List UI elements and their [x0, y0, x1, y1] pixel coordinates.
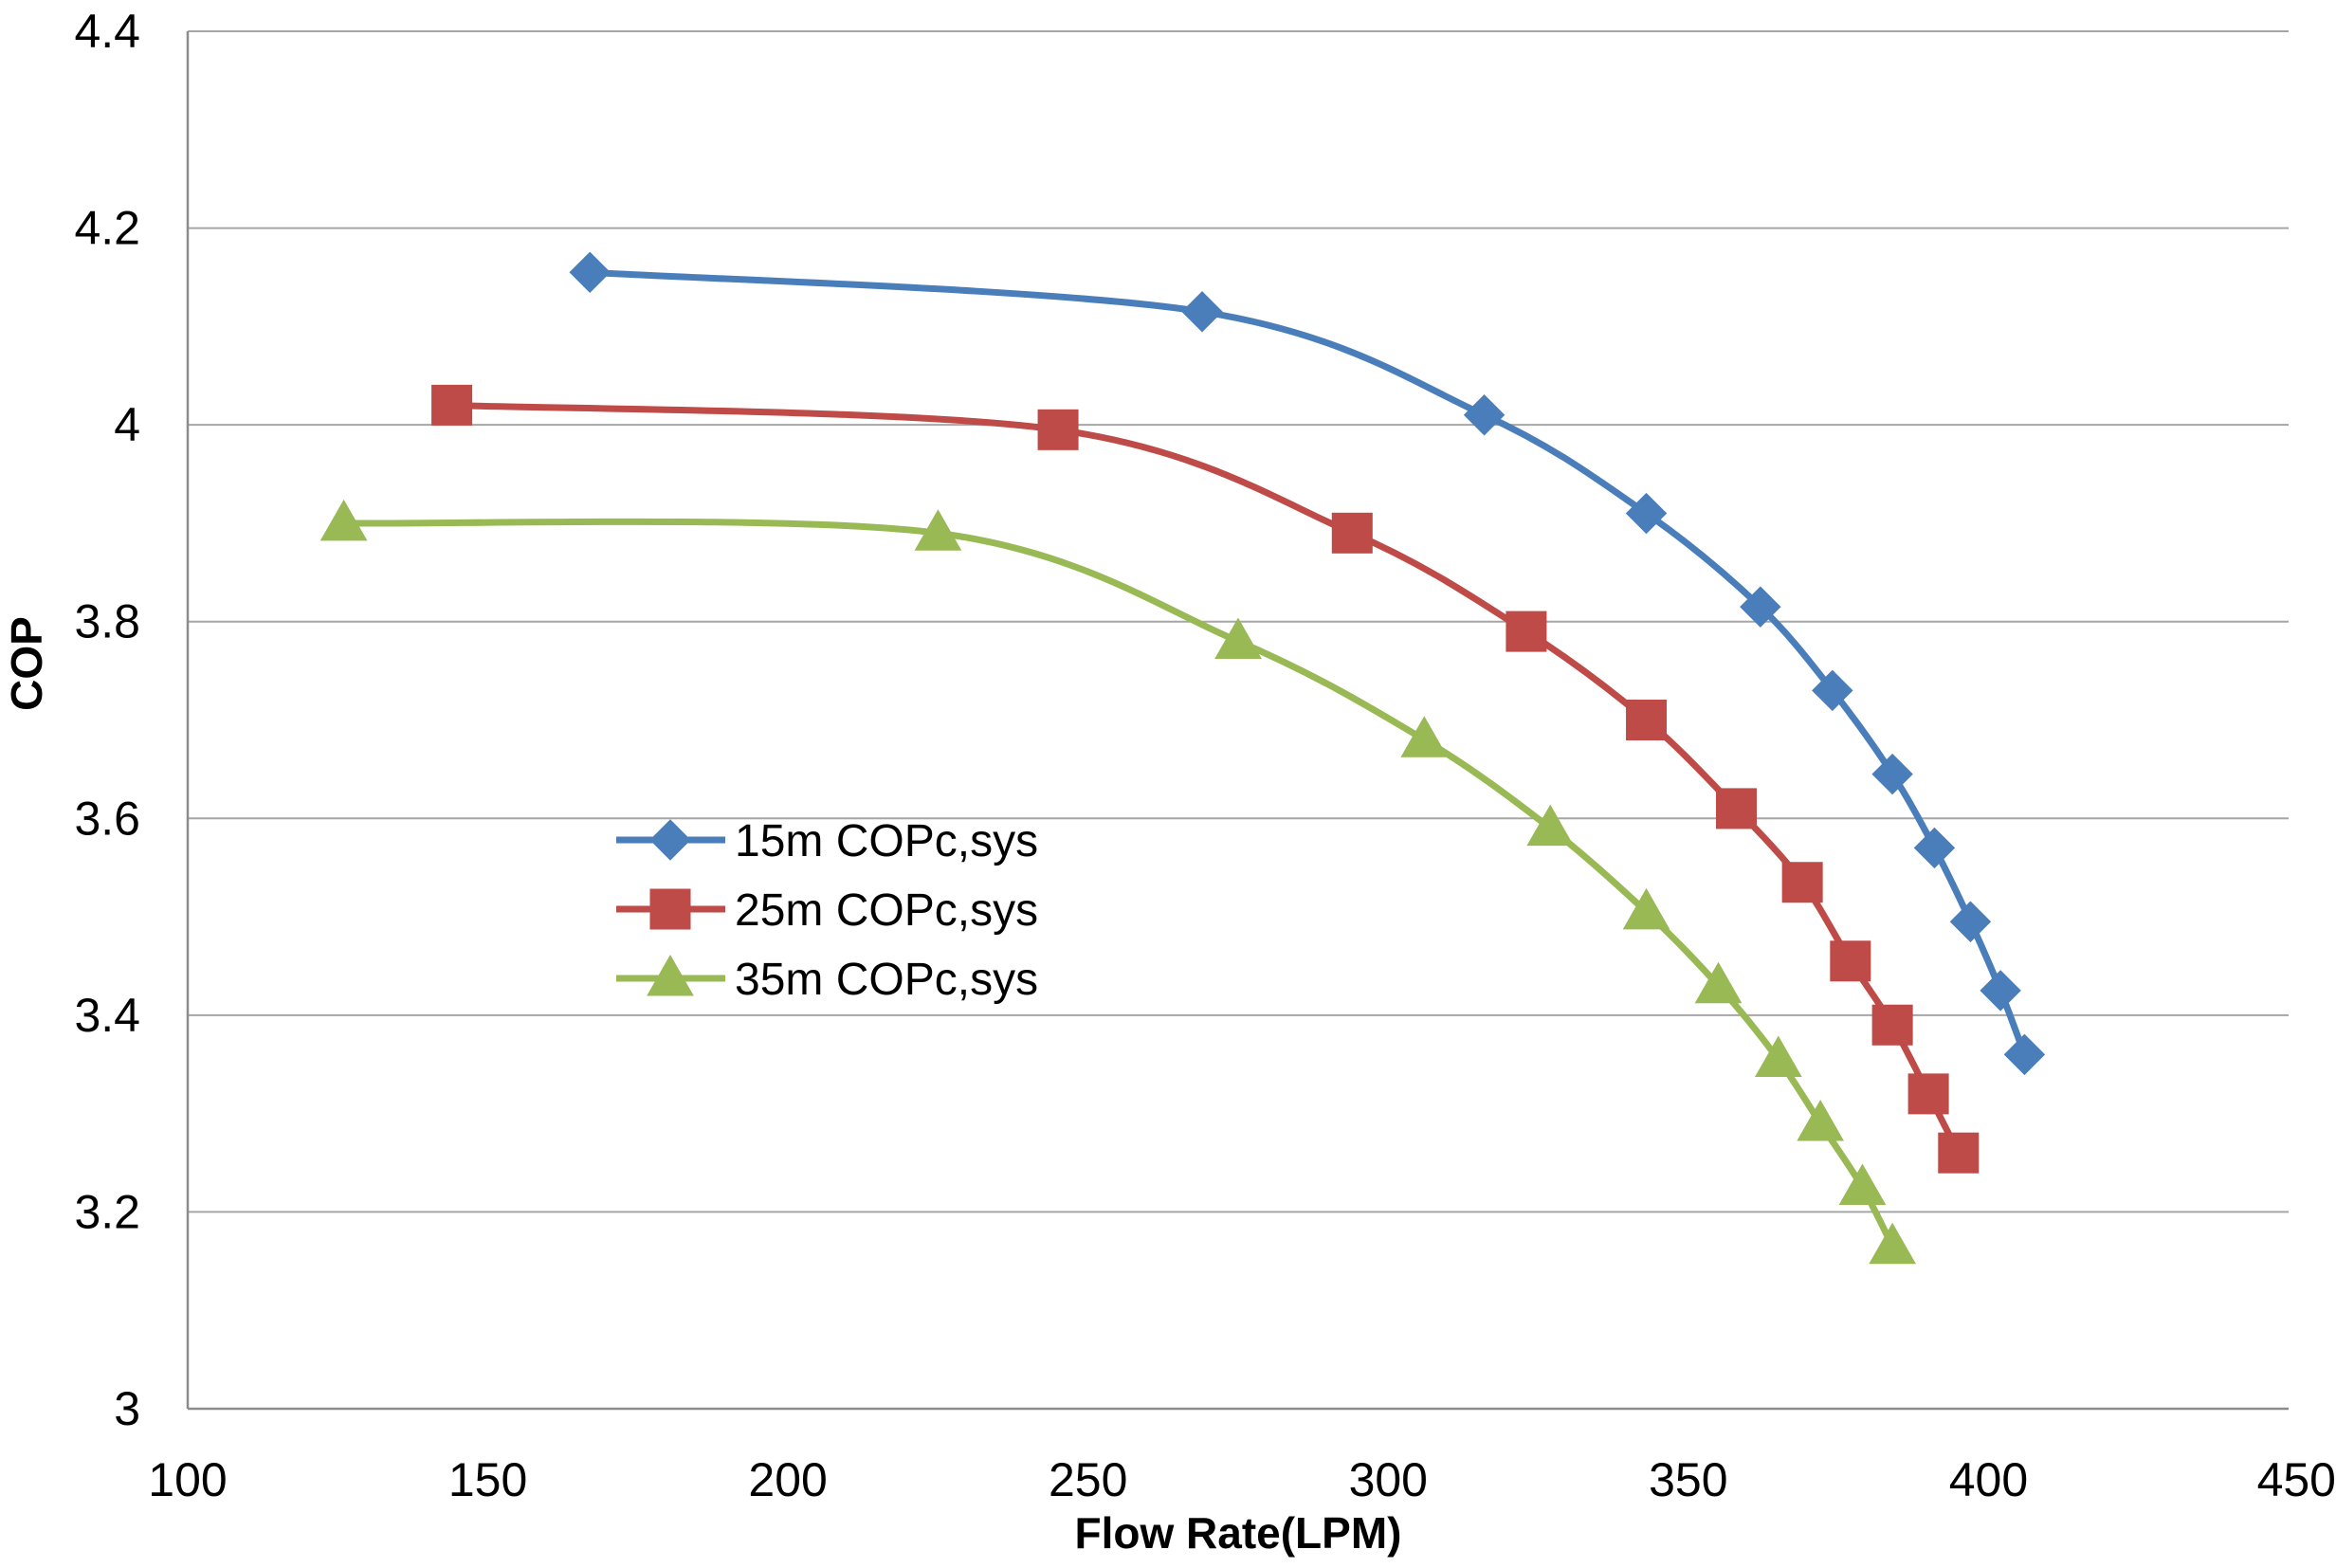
legend-label: 35m COPc,sys: [735, 955, 1038, 1005]
data-point: [569, 251, 611, 293]
x-tick-label: 150: [448, 1453, 527, 1506]
data-point: [319, 499, 368, 541]
series-2: [431, 384, 1980, 1174]
data-point: [1907, 1073, 1949, 1115]
data-point: [1812, 669, 1853, 712]
data-point: [1938, 1132, 1980, 1174]
legend-label: 25m COPc,sys: [735, 885, 1038, 936]
y-tick-label: 4.4: [74, 5, 140, 58]
data-point: [1740, 586, 1781, 628]
data-point: [1331, 512, 1373, 554]
legend-label: 15m COPc,sys: [735, 816, 1038, 866]
y-tick-label: 3.6: [74, 792, 140, 845]
y-tick-label: 4.2: [74, 202, 140, 255]
x-tick-label: 300: [1349, 1453, 1428, 1506]
data-point: [1754, 1035, 1802, 1078]
series-1: [569, 251, 2046, 1076]
data-point: [1506, 611, 1547, 652]
data-point: [1400, 716, 1449, 757]
data-point: [1463, 394, 1506, 436]
data-point: [1626, 700, 1668, 740]
y-tick-label: 3.2: [74, 1185, 140, 1238]
series-line: [586, 268, 2028, 1058]
data-point: [1949, 901, 1992, 942]
x-tick-label: 200: [748, 1453, 827, 1506]
axes: [186, 31, 2289, 1411]
data-point: [1526, 804, 1575, 847]
x-tick-label: 250: [1049, 1453, 1127, 1506]
legend-marker: [649, 819, 691, 861]
data-point: [1830, 940, 1871, 982]
data-point: [1781, 862, 1823, 903]
y-tick-label: 3.8: [74, 595, 140, 648]
data-point: [1913, 827, 1956, 869]
x-tick-label: 400: [1949, 1453, 2028, 1506]
x-tick-labels: 100 150 200 250 300 350 400 450: [148, 1453, 2336, 1506]
data-point: [1622, 887, 1670, 930]
x-tick-label: 100: [148, 1453, 227, 1506]
data-point: [1625, 492, 1668, 535]
series-line: [340, 518, 1896, 1250]
series-3: [319, 499, 1916, 1265]
data-point: [1871, 1004, 1913, 1046]
legend-marker: [649, 888, 691, 930]
series-line: [448, 401, 1962, 1157]
y-tick-label: 3: [114, 1382, 140, 1435]
x-tick-label: 350: [1649, 1453, 1727, 1506]
data-point: [1980, 970, 2021, 1012]
series-layer: [319, 251, 2046, 1265]
data-point: [1181, 291, 1223, 333]
y-tick-labels: 3 3.2 3.4 3.6 3.8 4 4.2 4.4: [74, 5, 140, 1435]
data-point: [1214, 617, 1262, 659]
x-tick-label: 450: [2257, 1453, 2336, 1506]
legend-item: 35m COPc,sys: [616, 954, 1038, 1005]
data-point: [2003, 1033, 2046, 1076]
legend: 15m COPc,sys 25m COPc,sys 35m COPc,sys: [616, 816, 1038, 1005]
legend-item: 25m COPc,sys: [616, 885, 1038, 936]
data-point: [1871, 753, 1913, 795]
data-point: [1838, 1163, 1887, 1205]
data-point: [1869, 1222, 1916, 1265]
grid-layer: [188, 30, 2289, 1213]
data-point: [1694, 961, 1743, 1004]
data-point: [1037, 409, 1079, 450]
y-tick-label: 4: [114, 398, 140, 451]
legend-item: 15m COPc,sys: [616, 816, 1038, 866]
y-tick-label: 3.4: [74, 989, 140, 1042]
data-point: [1797, 1100, 1845, 1141]
legend-marker: [647, 954, 694, 996]
data-point: [431, 384, 473, 426]
x-axis-title: Flow Rate(LPM): [1075, 1508, 1402, 1558]
data-point: [914, 509, 962, 551]
data-point: [1716, 788, 1758, 830]
y-axis-title: COP: [2, 616, 51, 711]
